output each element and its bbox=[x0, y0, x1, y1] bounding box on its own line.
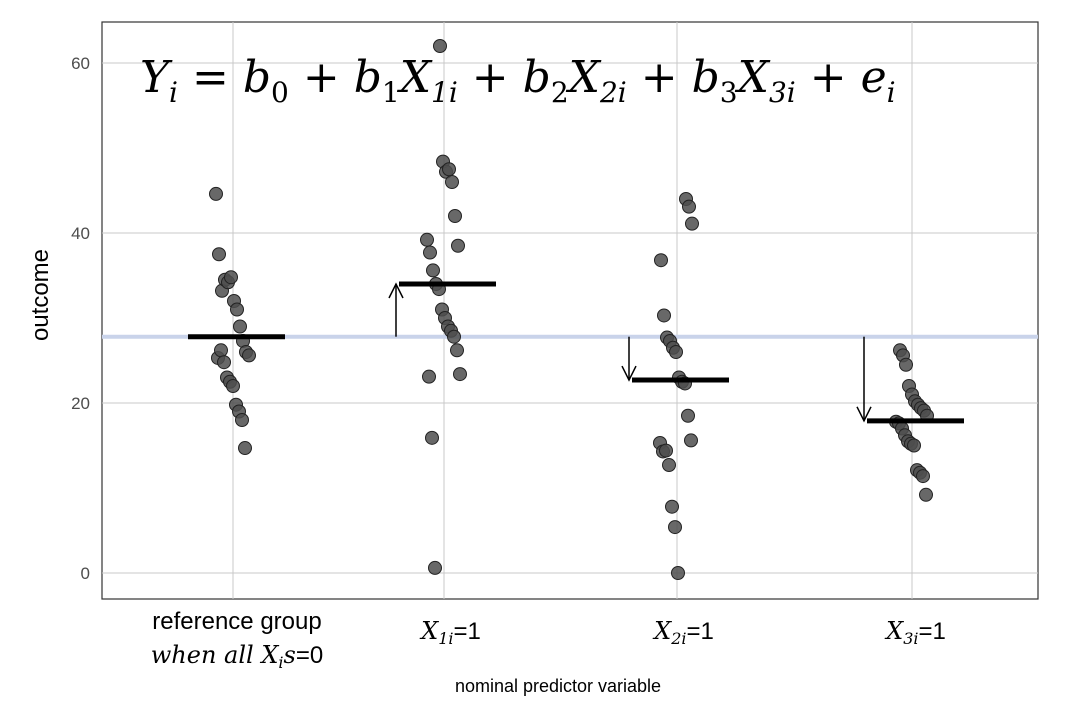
x-axis-label: nominal predictor variable bbox=[455, 676, 661, 696]
data-point bbox=[665, 499, 679, 514]
x-tick-label-x1: X1i=1 bbox=[419, 617, 481, 648]
data-point bbox=[684, 433, 698, 448]
data-point bbox=[657, 308, 671, 323]
data-point bbox=[442, 162, 456, 177]
data-point bbox=[451, 238, 465, 253]
data-point bbox=[422, 369, 436, 384]
data-point bbox=[212, 247, 226, 262]
data-point bbox=[453, 367, 467, 382]
data-point bbox=[209, 186, 223, 201]
data-point bbox=[226, 379, 240, 393]
data-point bbox=[242, 348, 256, 363]
data-point bbox=[230, 302, 244, 317]
data-point bbox=[428, 560, 442, 575]
y-tick-label: 0 bbox=[81, 564, 90, 583]
data-point bbox=[426, 263, 440, 278]
y-tick-label: 20 bbox=[71, 394, 90, 413]
data-point bbox=[235, 413, 249, 427]
data-point bbox=[659, 443, 673, 458]
data-point bbox=[217, 355, 231, 370]
data-point bbox=[671, 566, 685, 580]
data-point bbox=[420, 232, 434, 247]
plot-panel bbox=[101, 21, 1039, 600]
data-point bbox=[654, 253, 668, 268]
data-point bbox=[907, 438, 921, 453]
arrowhead-icon bbox=[856, 406, 872, 423]
data-point bbox=[450, 343, 464, 358]
data-point bbox=[916, 469, 930, 484]
arrowhead-icon bbox=[621, 365, 637, 382]
data-point bbox=[668, 520, 682, 535]
data-point bbox=[433, 39, 447, 53]
data-point bbox=[919, 487, 933, 502]
data-point bbox=[423, 245, 437, 260]
model-equation: Yi = b0 + b1X1i + b2X2i + b3X3i + ei bbox=[140, 52, 896, 109]
data-point bbox=[214, 343, 228, 358]
x-tick-label-reference: reference group bbox=[152, 608, 321, 635]
y-axis-label: outcome bbox=[27, 249, 54, 341]
data-point bbox=[681, 408, 695, 423]
data-point bbox=[233, 319, 247, 334]
data-point bbox=[447, 329, 461, 344]
y-tick-label: 60 bbox=[71, 54, 90, 73]
data-point bbox=[448, 209, 462, 223]
x-tick-label-x2: X2i=1 bbox=[652, 617, 714, 648]
data-point bbox=[238, 441, 252, 456]
data-point bbox=[224, 270, 238, 285]
data-point bbox=[662, 458, 676, 473]
data-point bbox=[445, 175, 459, 189]
y-tick-label: 40 bbox=[71, 224, 90, 243]
data-point bbox=[669, 345, 683, 359]
data-point bbox=[685, 216, 699, 231]
x-tick-label-reference-sub: when all Xis=0 bbox=[151, 641, 324, 672]
data-point bbox=[899, 357, 913, 372]
x-tick-label-x3: X3i=1 bbox=[884, 617, 946, 648]
data-point bbox=[682, 199, 696, 214]
data-point bbox=[425, 430, 439, 445]
arrowhead-icon bbox=[388, 282, 404, 299]
